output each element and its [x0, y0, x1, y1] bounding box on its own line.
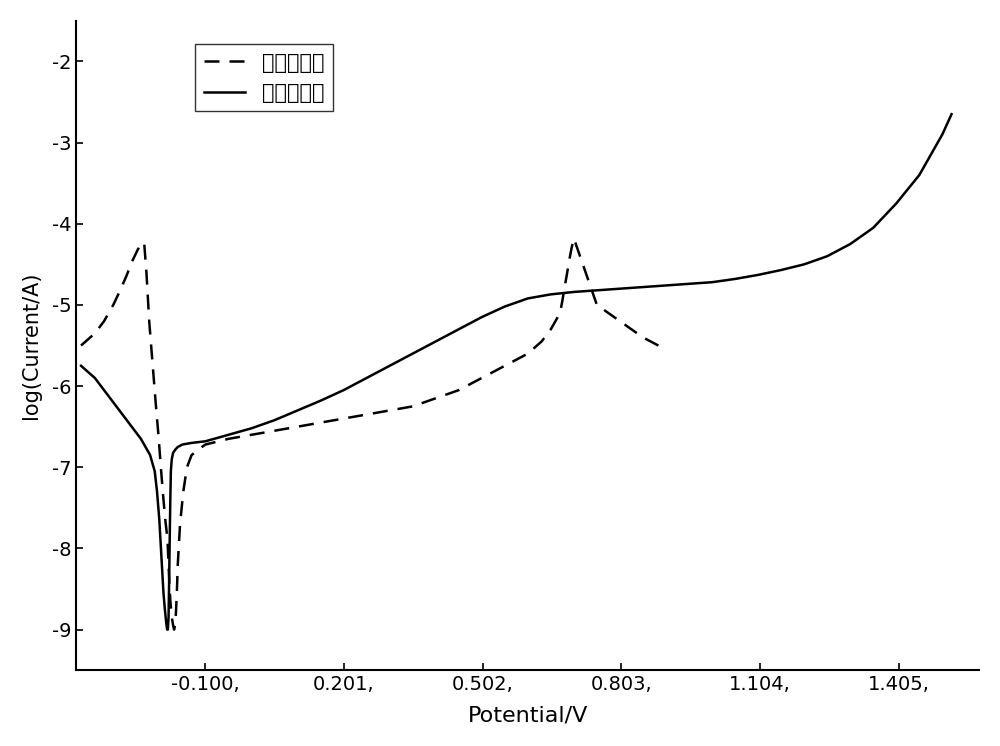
表面处理后 — [338, 386, 350, 395]
表面处理后 — [149, 467, 161, 476]
表面处理后 — [161, 625, 173, 634]
表面处理前 — [568, 234, 580, 243]
表面处理前 — [566, 244, 578, 253]
表面处理前 — [338, 414, 350, 423]
表面处理前 — [561, 269, 573, 278]
表面处理前 — [563, 256, 575, 265]
表面处理后 — [453, 325, 465, 333]
表面处理后 — [75, 361, 87, 370]
表面处理后 — [245, 424, 257, 433]
Legend: 表面处理前, 表面处理后: 表面处理前, 表面处理后 — [195, 44, 333, 111]
X-axis label: Potential/V: Potential/V — [468, 705, 588, 725]
Y-axis label: log(Current/A): log(Current/A) — [21, 272, 41, 419]
表面处理前 — [522, 349, 534, 358]
表面处理后 — [476, 313, 488, 322]
表面处理前 — [168, 625, 180, 634]
Line: 表面处理前: 表面处理前 — [81, 239, 666, 630]
表面处理前 — [75, 341, 87, 350]
表面处理前 — [407, 402, 419, 411]
Line: 表面处理后: 表面处理后 — [81, 114, 952, 630]
表面处理后 — [946, 110, 958, 119]
表面处理后 — [172, 442, 184, 451]
表面处理前 — [660, 345, 672, 354]
